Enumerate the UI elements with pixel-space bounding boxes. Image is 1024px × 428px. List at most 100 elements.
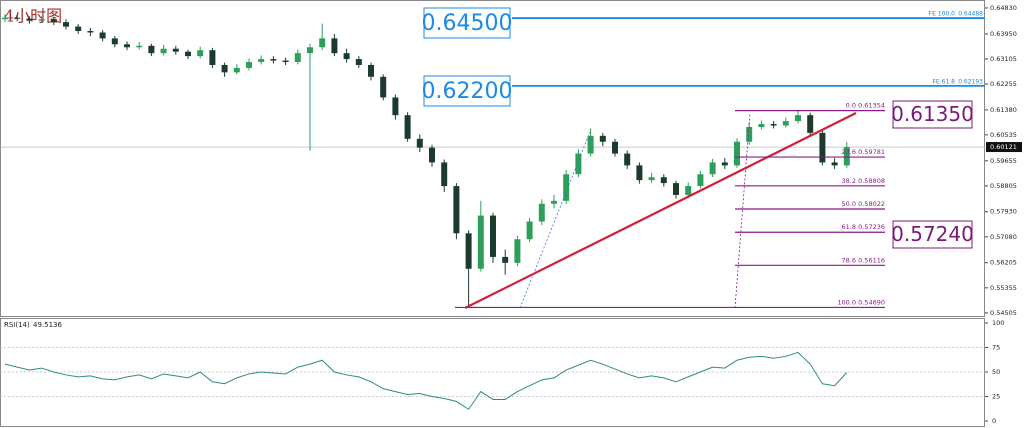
candle-body xyxy=(380,76,387,98)
annotation-box xyxy=(892,220,973,249)
candle-body xyxy=(660,177,667,184)
fib-ratio: 78.6 xyxy=(842,256,856,264)
candle-body xyxy=(587,135,594,154)
candle-body xyxy=(294,53,301,63)
candle-body xyxy=(575,153,582,175)
fib-ratio: 61.8 xyxy=(842,223,856,231)
y-tick-label: 0.57080 xyxy=(990,233,1017,241)
candle-body xyxy=(697,174,704,187)
fib-price: 0.54690 xyxy=(858,298,885,306)
candle-body xyxy=(87,31,94,33)
candle-body xyxy=(502,256,509,263)
candle-body xyxy=(38,19,45,21)
candle-body xyxy=(99,32,106,39)
candle-body xyxy=(355,59,362,65)
y-tick-label: 0.58805 xyxy=(990,182,1017,190)
candle-body xyxy=(831,162,838,166)
candle-body xyxy=(551,200,557,204)
candle-body xyxy=(709,162,716,175)
candle-body xyxy=(404,115,411,139)
fib-price: 0.61354 xyxy=(858,102,885,110)
candle-body xyxy=(416,138,423,148)
y-tick-label: 0.63950 xyxy=(990,30,1017,38)
candle-body xyxy=(63,22,69,27)
candle-body xyxy=(148,45,155,54)
candle-body xyxy=(465,233,472,269)
y-tick-label: 0.64830 xyxy=(990,4,1017,12)
y-tick-label: 0.56205 xyxy=(990,259,1017,267)
candle-body xyxy=(612,141,618,154)
candle-body xyxy=(209,50,216,65)
fe-price: 0.62193 xyxy=(958,78,983,85)
fib-price: 0.58808 xyxy=(858,177,885,185)
price-panel xyxy=(0,0,985,317)
candle-body xyxy=(307,47,313,54)
y-tick-label: 0.55355 xyxy=(990,284,1017,292)
candle-body xyxy=(368,64,374,77)
rsi-panel xyxy=(0,318,985,427)
candle-body xyxy=(673,183,679,195)
candle-body xyxy=(26,18,33,21)
candle-body xyxy=(538,203,545,222)
fib-price: 0.56116 xyxy=(858,256,885,264)
fe-ratio: FE 61.8 xyxy=(932,78,955,85)
candle-body xyxy=(185,51,191,57)
candle-body xyxy=(526,221,533,240)
fib-ratio: 0.0 xyxy=(846,102,856,110)
y-tick-label: 25 xyxy=(992,393,1000,401)
y-tick-label: 0.63105 xyxy=(990,55,1017,63)
projection-line xyxy=(734,112,751,309)
y-tick-label: 0.62255 xyxy=(990,80,1017,88)
fe-price: 0.64488 xyxy=(958,11,983,18)
candle-body xyxy=(136,45,143,48)
candle-body xyxy=(441,162,448,187)
fib-ratio: 38.2 xyxy=(842,177,856,185)
candle-body xyxy=(477,215,484,269)
candle-body xyxy=(648,177,655,181)
fib-price: 0.57236 xyxy=(858,223,885,231)
candle-body xyxy=(636,165,643,181)
fib-ratio: 23.6 xyxy=(842,148,856,156)
annotation: 0.62200 xyxy=(422,79,513,104)
annotation-box xyxy=(423,75,511,107)
chart-title: 4小时图 xyxy=(4,7,62,26)
y-tick-label: 0.60535 xyxy=(990,131,1017,139)
annotation: 0.64500 xyxy=(422,11,513,36)
candle-body xyxy=(282,60,289,63)
candle-body xyxy=(721,162,728,166)
fe-ratio: FE 100.0 xyxy=(929,11,956,18)
fib-price: 0.59781 xyxy=(858,148,885,156)
fib-price: 0.58022 xyxy=(858,200,885,208)
y-tick-label: 100 xyxy=(992,319,1004,327)
candle-body xyxy=(50,19,57,23)
y-tick-label: 0.59655 xyxy=(990,157,1017,165)
projection-line xyxy=(519,131,591,309)
candle-body xyxy=(14,17,21,19)
fib-ratio: 100.0 xyxy=(837,298,856,306)
rsi-line xyxy=(4,351,848,410)
candle-body xyxy=(319,38,326,48)
rsi-name: RSI(14) xyxy=(4,321,30,329)
candle-body xyxy=(429,147,435,163)
candle-body xyxy=(685,186,692,195)
y-tick-label: 0.61380 xyxy=(990,106,1017,114)
candle-body xyxy=(490,215,496,257)
candle-body xyxy=(343,53,350,60)
candle-body xyxy=(624,153,631,166)
candle-body xyxy=(111,38,118,45)
candle-body xyxy=(819,132,826,163)
candle-body xyxy=(246,62,252,68)
fib-ratio: 50.0 xyxy=(842,200,856,208)
candle-body xyxy=(331,38,338,54)
candle-body xyxy=(258,59,265,63)
annotation-box xyxy=(892,100,973,129)
y-tick-label: 0.57930 xyxy=(990,208,1017,216)
rsi-last-value: 49.5136 xyxy=(33,321,62,329)
candle-body xyxy=(75,26,82,32)
candle-body xyxy=(843,147,850,166)
candle-body xyxy=(392,97,399,116)
candle-body xyxy=(807,115,814,133)
candle-body xyxy=(124,44,130,48)
candle-body xyxy=(453,186,460,234)
annotation: 0.57240 xyxy=(891,222,974,246)
